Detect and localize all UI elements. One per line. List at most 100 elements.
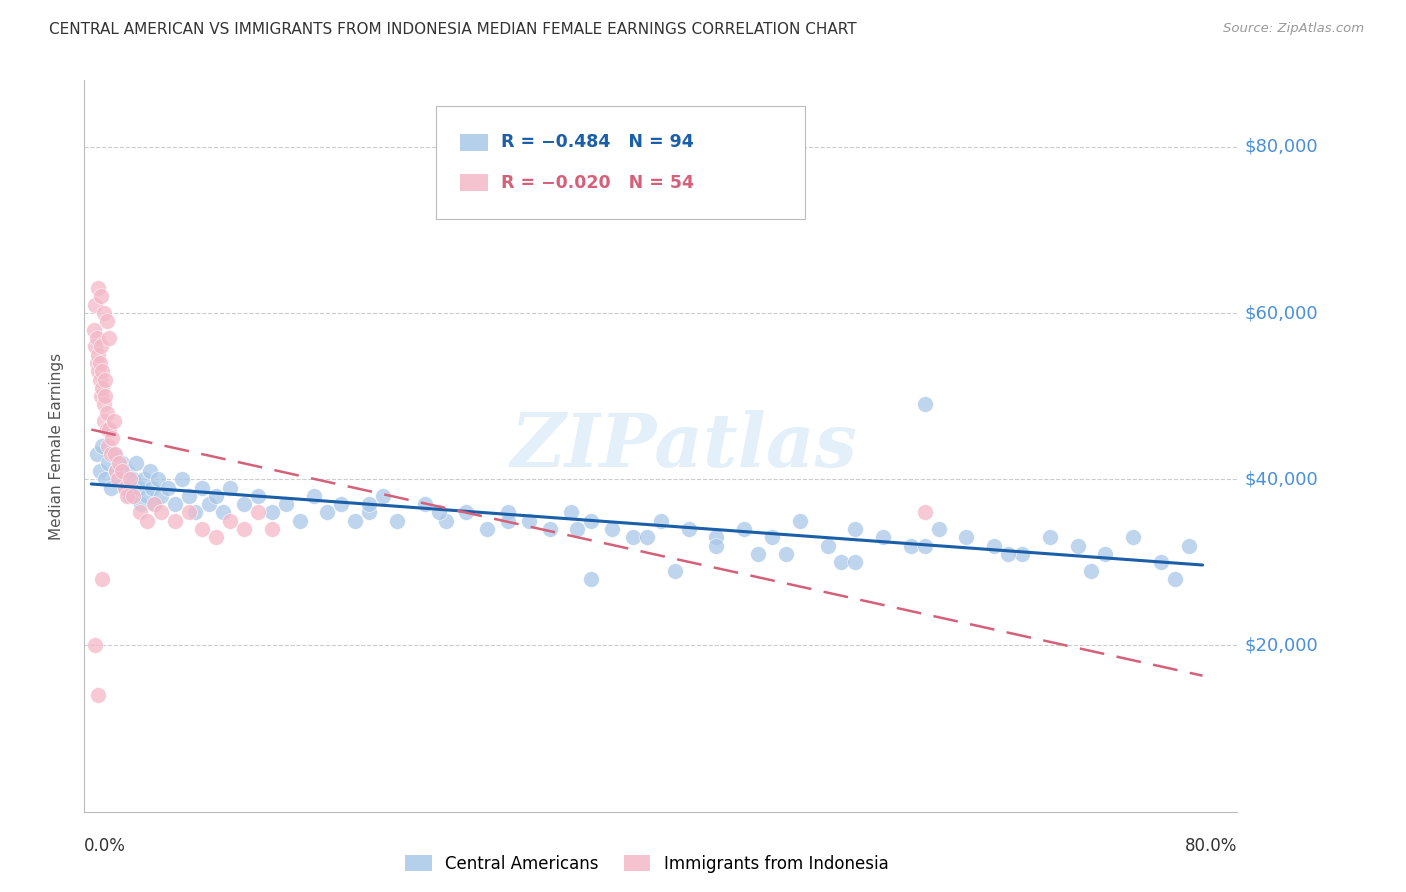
Point [775, 547, 797, 561]
Point [108, 456, 131, 470]
Point [84, 339, 107, 353]
Point [191, 481, 214, 495]
Point [706, 539, 728, 553]
Point [104, 447, 127, 461]
Text: $60,000: $60,000 [1244, 304, 1317, 322]
Point [1080, 564, 1102, 578]
Point [1122, 530, 1144, 544]
Point [997, 547, 1019, 561]
Point [496, 506, 519, 520]
Point [132, 472, 155, 486]
Point [83, 323, 105, 337]
Point [128, 481, 150, 495]
Point [212, 506, 235, 520]
Point [983, 539, 1005, 553]
Point [761, 530, 783, 544]
Point [90, 389, 112, 403]
Point [706, 530, 728, 544]
Point [817, 539, 839, 553]
Point [191, 522, 214, 536]
Point [149, 506, 172, 520]
Point [830, 555, 852, 569]
Point [141, 481, 163, 495]
Point [89, 356, 111, 370]
Legend: Central Americans, Immigrants from Indonesia: Central Americans, Immigrants from Indon… [398, 848, 896, 880]
Point [330, 497, 353, 511]
Point [177, 506, 200, 520]
Point [87, 689, 110, 703]
Point [219, 481, 242, 495]
Point [1011, 547, 1033, 561]
Point [87, 281, 110, 295]
Point [98, 331, 121, 345]
Point [219, 514, 242, 528]
Point [914, 397, 936, 411]
Point [434, 514, 457, 528]
Text: $80,000: $80,000 [1244, 137, 1317, 156]
Point [177, 489, 200, 503]
Point [105, 464, 128, 478]
Point [747, 547, 769, 561]
Point [170, 472, 193, 486]
Point [138, 464, 160, 478]
Point [163, 514, 186, 528]
Point [914, 539, 936, 553]
Point [90, 289, 112, 303]
Point [143, 497, 166, 511]
Text: CENTRAL AMERICAN VS IMMIGRANTS FROM INDONESIA MEDIAN FEMALE EARNINGS CORRELATION: CENTRAL AMERICAN VS IMMIGRANTS FROM INDO… [49, 22, 856, 37]
Point [91, 364, 114, 378]
Point [100, 447, 122, 461]
Point [86, 331, 108, 345]
Point [129, 506, 152, 520]
Point [96, 406, 118, 420]
Point [900, 539, 922, 553]
Point [108, 472, 131, 486]
Point [87, 348, 110, 362]
Text: ZIPatlas: ZIPatlas [510, 409, 858, 483]
Point [385, 514, 408, 528]
Text: 80.0%: 80.0% [1185, 838, 1237, 855]
Point [205, 489, 228, 503]
Point [107, 472, 129, 486]
Point [156, 481, 179, 495]
FancyBboxPatch shape [436, 106, 804, 219]
Point [1039, 530, 1062, 544]
Point [91, 439, 114, 453]
Point [456, 506, 478, 520]
Point [120, 472, 142, 486]
Point [111, 464, 134, 478]
Point [114, 481, 136, 495]
Point [233, 522, 256, 536]
Point [359, 506, 381, 520]
Point [84, 639, 107, 653]
Point [96, 422, 118, 436]
Point [664, 564, 686, 578]
Point [1164, 572, 1187, 586]
Point [120, 489, 142, 503]
Point [122, 489, 145, 503]
Point [94, 389, 117, 403]
Point [427, 506, 450, 520]
Point [97, 439, 120, 453]
Point [260, 506, 283, 520]
Point [872, 530, 894, 544]
Point [344, 514, 367, 528]
Point [477, 522, 499, 536]
Point [844, 522, 866, 536]
Point [103, 447, 125, 461]
Text: R = −0.484   N = 94: R = −0.484 N = 94 [501, 134, 693, 152]
Point [733, 522, 755, 536]
FancyBboxPatch shape [460, 134, 488, 152]
Point [93, 306, 115, 320]
Point [1066, 539, 1088, 553]
Point [111, 456, 134, 470]
Point [93, 397, 115, 411]
Point [955, 530, 977, 544]
Point [260, 522, 283, 536]
Point [844, 555, 866, 569]
Point [538, 522, 561, 536]
Point [636, 530, 658, 544]
Point [1150, 555, 1173, 569]
Point [86, 447, 108, 461]
Point [117, 464, 139, 478]
